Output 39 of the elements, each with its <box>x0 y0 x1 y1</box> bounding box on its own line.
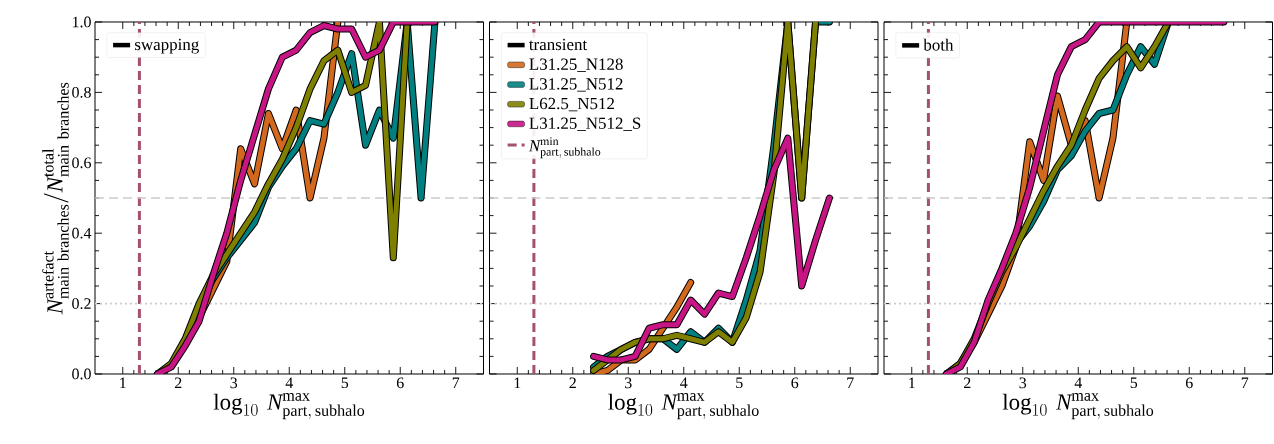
x-tick-label: 2 <box>569 377 576 389</box>
x-tick-label: 7 <box>452 377 460 388</box>
x-tick-label: 4 <box>680 377 688 389</box>
x-tick-label: 1 <box>120 377 126 389</box>
legend-title: swapping <box>135 38 199 54</box>
y-tick-label: 0.2 <box>72 298 91 309</box>
legend-label: L31.25_N512 <box>529 78 623 92</box>
x-tick-label: 6 <box>1185 377 1193 389</box>
x-tick-label: 2 <box>174 377 182 389</box>
x-tick-label: 4 <box>1074 377 1082 389</box>
x-axis-title: $\log_{10}\,\mathit{N}^{\mathrm{max}}_{\mathrm{part,\,subhalo}}$ <box>213 393 365 420</box>
x-tick-label: 6 <box>396 377 404 389</box>
x-tick-label: 5 <box>736 377 743 389</box>
x-tick-label: 1 <box>909 377 915 389</box>
legend-title: transient <box>529 38 588 51</box>
legend-label: L62.5_N512 <box>529 97 615 112</box>
x-tick-label: 4 <box>285 377 293 389</box>
y-tick-label: 0.8 <box>72 86 91 98</box>
x-tick-label: 3 <box>230 377 238 389</box>
x-tick-label: 5 <box>341 377 349 389</box>
x-axis-title: $\log_{10}\,\mathit{N}^{\mathrm{max}}_{\mathrm{part,\,subhalo}}$ <box>608 393 759 420</box>
x-tick-label: 2 <box>963 377 971 389</box>
x-tick-label: 3 <box>1019 377 1027 389</box>
legend-title: both <box>923 38 954 51</box>
x-tick-label: 1 <box>514 377 521 389</box>
x-tick-label: 7 <box>1241 377 1249 388</box>
x-tick-label: 6 <box>791 377 799 389</box>
x-axis-title: $\log_{10}\,\mathit{N}^{\mathrm{max}}_{\mathrm{part,\,subhalo}}$ <box>1002 393 1154 420</box>
y-tick-label: 0.4 <box>72 227 92 239</box>
ref-line-label: $\mathit{N}^{\mathrm{min}}_{\mathrm{part,\,subhalo}}$ <box>528 137 601 159</box>
legend-label: L31.25_N128 <box>529 58 623 72</box>
x-tick-label: 7 <box>847 377 854 388</box>
y-tick-label: 1.0 <box>72 16 91 28</box>
y-tick-label: 0.0 <box>72 368 91 380</box>
x-tick-label: 5 <box>1130 377 1138 389</box>
y-axis-title: $\mathit{N}^{\mathrm{artefact}}_{\mathrm{main\ branches}}\mathrm{/}\mathit{N}^{\mathrm{total}}_{\mathrm{main\ branches}}$ <box>42 82 69 315</box>
x-tick-label: 3 <box>625 377 632 389</box>
y-tick-label: 0.6 <box>72 157 92 169</box>
legend-label: L31.25_N512_S <box>529 117 641 131</box>
